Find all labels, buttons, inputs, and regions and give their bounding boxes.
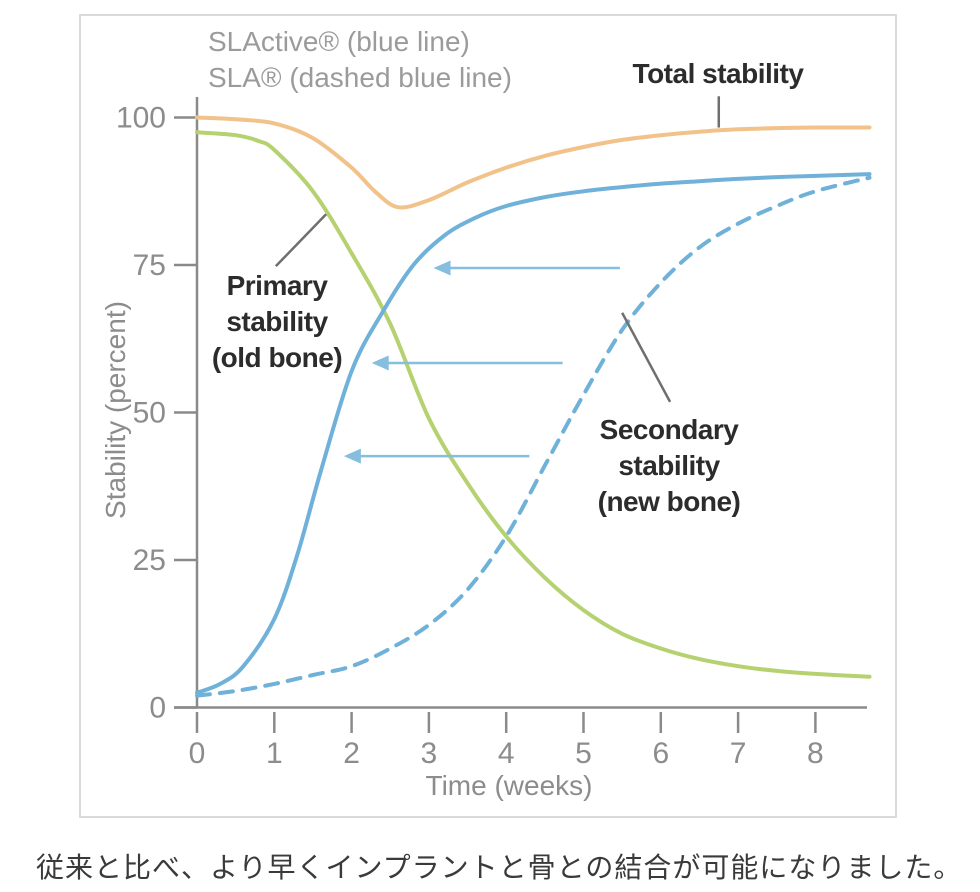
shift-arrow-head xyxy=(433,260,451,276)
primary-stability-line3: (old bone) xyxy=(211,342,343,373)
curve-total-stability xyxy=(195,115,872,210)
legend-sla: SLA® (dashed blue line) xyxy=(208,62,512,93)
primary-stability-label: Primary stability (old bone) xyxy=(211,268,343,376)
x-tick-label: 6 xyxy=(652,737,669,770)
x-tick-label: 2 xyxy=(343,737,360,770)
secondary-stability-line2: stability xyxy=(618,450,720,481)
shift-arrow-head xyxy=(371,355,389,371)
caption-text: 従来と比べ、より早くインプラントと骨との結合が可能になりました。 xyxy=(36,852,963,883)
secondary-stability-line1: Secondary xyxy=(599,414,739,445)
chart-frame xyxy=(79,14,897,818)
curve-sla-secondary-stability-dashed-blue-line xyxy=(195,175,872,698)
x-tick-label: 1 xyxy=(266,737,283,770)
primary-stability-line1: Primary xyxy=(226,270,328,301)
x-axis-title: Time (weeks) xyxy=(425,770,593,801)
secondary-stability-label: Secondary stability (new bone) xyxy=(598,412,741,520)
x-tick-label: 4 xyxy=(498,737,515,770)
total-stability-label: Total stability xyxy=(632,58,804,89)
y-tick-label: 0 xyxy=(149,692,166,725)
primary-stability-line2: stability xyxy=(226,306,328,337)
curve-primary-stability-old-bone xyxy=(195,130,872,679)
curve-slactive-secondary-stability-blue-line xyxy=(195,172,872,695)
x-tick-label: 8 xyxy=(807,737,824,770)
x-tick-label: 7 xyxy=(730,737,747,770)
secondary-stability-line3: (new bone) xyxy=(597,486,741,517)
y-axis-title: Stability (percent) xyxy=(100,301,131,519)
y-tick-label: 25 xyxy=(133,544,166,577)
x-tick-label: 3 xyxy=(421,737,438,770)
x-tick-label: 5 xyxy=(575,737,592,770)
legend-slactive: SLActive® (blue line) xyxy=(208,26,470,57)
y-tick-label: 75 xyxy=(133,249,166,282)
x-tick-label: 0 xyxy=(189,737,206,770)
y-tick-label: 100 xyxy=(116,102,166,135)
annotation-leader-line xyxy=(621,312,672,403)
annotation-leader-line xyxy=(274,213,327,268)
shift-arrow-head xyxy=(343,448,361,464)
y-tick-label: 50 xyxy=(133,397,166,430)
